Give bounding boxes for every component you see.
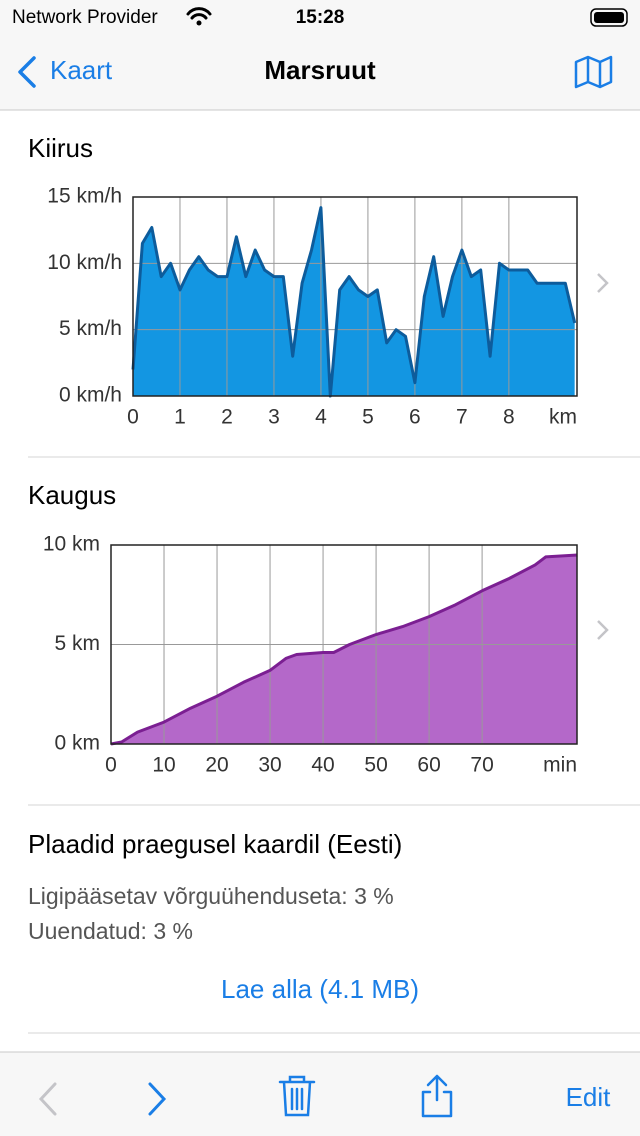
x-tick-label: 50 [364,754,387,777]
x-tick-label: 0 [105,754,117,777]
prev-button[interactable] [38,1082,57,1116]
battery-level [594,12,624,23]
plot-frame [110,544,578,745]
x-tick-label: 5 [362,406,374,429]
x-tick-label: 0 [127,406,139,429]
tiles-title: Plaadid praegusel kaardil (Eesti) [28,829,402,859]
x-tick-label: 70 [470,754,493,777]
nav-title: Marsruut [264,55,376,85]
chevron[interactable] [597,620,609,640]
y-tick-label: 0 km [54,732,100,755]
back-chevron[interactable] [18,56,36,88]
back-button[interactable]: Kaart [50,55,113,85]
x-tick-label: 40 [311,754,334,777]
line [110,553,578,746]
x-axis-label: min [543,754,577,777]
line [131,206,577,398]
chart-title: Kaugus [28,480,116,510]
plot-frame [132,196,578,397]
tiles-offline: Ligipääsetav võrguühenduseta: 3 % [28,883,394,909]
next-button[interactable] [148,1082,167,1116]
toolbar [0,1052,640,1136]
x-tick-label: 30 [258,754,281,777]
x-tick-label: 3 [268,406,280,429]
y-tick-label: 5 km [54,632,100,655]
x-tick-label: 1 [174,406,186,429]
wifi-dot [196,20,202,26]
x-tick-label: 7 [456,406,468,429]
x-tick-label: 4 [315,406,327,429]
edit-button[interactable]: Edit [566,1082,612,1112]
top-bar [0,0,640,110]
chevron[interactable] [597,273,609,293]
carrier: Network Provider [12,7,158,28]
download-button[interactable]: Lae alla (4.1 MB) [221,974,419,1004]
y-tick-label: 15 km/h [47,185,122,208]
area-fill [133,207,575,396]
x-tick-label: 10 [152,754,175,777]
x-tick-label: 60 [417,754,440,777]
x-axis-label: km [549,406,577,429]
x-tick-label: 6 [409,406,421,429]
clock: 15:28 [296,7,345,28]
share-button[interactable] [421,1074,453,1118]
battery [590,8,628,27]
trash-button[interactable] [278,1075,316,1117]
x-tick-label: 2 [221,406,233,429]
x-tick-label: 8 [503,406,515,429]
y-tick-label: 5 km/h [59,317,122,340]
y-tick-label: 0 km/h [59,384,122,407]
y-tick-label: 10 km [43,533,100,556]
x-tick-label: 20 [205,754,228,777]
wifi-icon [186,7,212,20]
chart-title: Kiirus [28,133,93,163]
map-button[interactable] [574,55,613,89]
y-tick-label: 10 km/h [47,251,122,274]
tiles-updated: Uuendatud: 3 % [28,918,193,944]
